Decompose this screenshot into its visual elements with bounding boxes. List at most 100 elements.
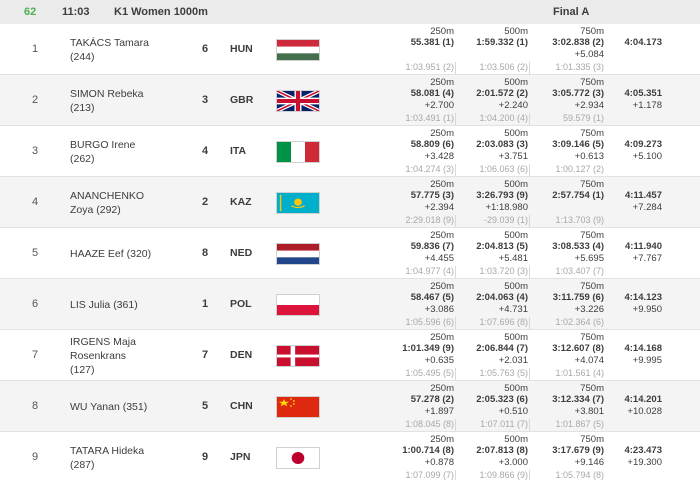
split-divider	[455, 164, 456, 176]
split-diff: +4.731	[498, 304, 528, 315]
lane-number: 5	[202, 400, 209, 412]
split-diff	[378, 49, 454, 61]
athlete-name-line: IRGENS Maja	[70, 335, 136, 348]
split-segment-time: 1:06.063 (6)	[479, 164, 528, 174]
split-500m: 500m 2:03.083 (3) +3.751 1:06.063 (6)	[452, 128, 528, 175]
rank: 6	[32, 298, 39, 310]
split-250m: 250m 59.836 (7) +4.455 1:04.977 (4)	[378, 230, 454, 277]
split-750m: 750m 3:09.146 (5) +0.613 1:00.127 (2)	[528, 128, 604, 175]
split-750m: 750m 3:17.679 (9) +9.146 1:05.794 (8)	[528, 434, 604, 480]
result-row[interactable]: 7 IRGENS Maja Rosenkrans (127) 7 DEN 250m 1:01.…	[0, 330, 700, 381]
lane-number: 7	[202, 349, 209, 361]
country-code: KAZ	[230, 196, 252, 208]
race-phase: Final A	[553, 6, 590, 18]
result-row[interactable]: 5 HAAZE Eef (320) 8 NED 250m 59.836 (7) +4.455…	[0, 228, 700, 279]
final-time: 4:04.173	[624, 37, 662, 48]
athlete-name[interactable]: TAKÁCS Tamara (244)	[70, 24, 190, 75]
split-750m: 750m 3:12.334 (7) +3.801 1:01.867 (5)	[528, 383, 604, 430]
result-row[interactable]: 8 WU Yanan (351) 5 CHN 250m 57.278 (2) +1.897 1…	[0, 381, 700, 432]
athlete-name-line: ANANCHENKO	[70, 189, 145, 202]
result-row[interactable]: 9 TATARA Hideka (287) 9 JPN 250m 1:00.714 (8) +…	[0, 432, 700, 480]
split-divider	[455, 368, 456, 380]
split-divider	[455, 113, 456, 125]
athlete-name-line: BURGO Irene	[70, 138, 136, 151]
athlete-name[interactable]: HAAZE Eef (320)	[70, 228, 190, 279]
split-distance: 250m	[430, 281, 454, 292]
split-time: 58.467 (5)	[410, 292, 454, 303]
athlete-name-line: HAAZE Eef (320)	[70, 247, 152, 260]
final-diff: +1.178	[632, 100, 662, 111]
split-500m: 500m 2:04.813 (5) +5.481 1:03.720 (3)	[452, 230, 528, 277]
result-row[interactable]: 2 SIMON Rebeka (213) 3 GBR 250m 58.081 (4) +2.7…	[0, 75, 700, 126]
final-time: 4:09.273	[624, 139, 662, 150]
final-diff: +9.995	[632, 355, 662, 366]
athlete-name[interactable]: TATARA Hideka (287)	[70, 432, 190, 480]
split-divider	[529, 62, 530, 74]
split-segment-time: 1:03.951 (2)	[405, 62, 454, 72]
result-row[interactable]: 1 TAKÁCS Tamara (244) 6 HUN 250m 55.381 (1) 1:0…	[0, 24, 700, 75]
split-distance: 250m	[430, 383, 454, 394]
split-500m: 500m 2:05.323 (6) +0.510 1:07.011 (7)	[452, 383, 528, 430]
rank: 9	[32, 451, 39, 463]
split-distance: 750m	[580, 230, 604, 241]
athlete-name[interactable]: ANANCHENKO Zoya (292)	[70, 177, 190, 228]
split-time: 3:26.793 (9)	[476, 190, 528, 201]
split-segment-time: 1:05.596 (6)	[405, 317, 454, 327]
race-header: 62 11:03 K1 Women 1000m Final A	[0, 0, 700, 24]
split-distance: 250m	[430, 26, 454, 37]
race-number: 62	[24, 6, 37, 18]
split-distance: 500m	[504, 383, 528, 394]
split-divider	[529, 317, 530, 329]
athlete-name[interactable]: BURGO Irene (262)	[70, 126, 190, 177]
lane-number: 1	[202, 298, 209, 310]
split-diff	[452, 49, 528, 61]
split-diff: +3.751	[498, 151, 528, 162]
split-segment-time: 1:13.703 (9)	[555, 215, 604, 225]
split-distance: 500m	[504, 332, 528, 343]
split-250m: 250m 55.381 (1) 1:03.951 (2)	[378, 26, 454, 73]
split-diff: +5.084	[574, 49, 604, 60]
split-diff: +4.074	[574, 355, 604, 366]
lane-number: 3	[202, 94, 209, 106]
athlete-name-line: TATARA Hideka	[70, 444, 145, 457]
split-time: 3:17.679 (9)	[552, 445, 604, 456]
split-750m: 750m 3:08.533 (4) +5.695 1:03.407 (7)	[528, 230, 604, 277]
split-distance: 500m	[504, 281, 528, 292]
split-250m: 250m 57.775 (3) +2.394 2:29.018 (9)	[378, 179, 454, 226]
country-code: NED	[230, 247, 253, 259]
result-row[interactable]: 6 LIS Julia (361) 1 POL 250m 58.467 (5) +3.086…	[0, 279, 700, 330]
athlete-name[interactable]: WU Yanan (351)	[70, 381, 190, 432]
split-diff	[528, 202, 604, 214]
split-250m: 250m 58.809 (6) +3.428 1:04.274 (3)	[378, 128, 454, 175]
final-time: 4:11.940	[625, 241, 662, 252]
split-diff: +4.455	[424, 253, 454, 264]
split-500m: 500m 2:04.063 (4) +4.731 1:07.696 (8)	[452, 281, 528, 328]
athlete-name[interactable]: LIS Julia (361)	[70, 279, 190, 330]
split-time: 55.381 (1)	[410, 37, 454, 48]
split-time: 2:06.844 (7)	[476, 343, 528, 354]
athlete-name[interactable]: SIMON Rebeka (213)	[70, 75, 190, 126]
final-result: 4:14.168 +9.995	[606, 343, 662, 367]
final-result: 4:11.940 +7.767	[606, 241, 662, 265]
athlete-name-line: TAKÁCS Tamara	[70, 36, 149, 49]
split-diff: +2.394	[424, 202, 454, 213]
kaz-flag-icon	[276, 192, 320, 214]
result-row[interactable]: 4 ANANCHENKO Zoya (292) 2 KAZ 250m 57.775 (3) +…	[0, 177, 700, 228]
split-time: 1:00.714 (8)	[402, 445, 454, 456]
split-250m: 250m 58.467 (5) +3.086 1:05.596 (6)	[378, 281, 454, 328]
split-distance: 750m	[580, 332, 604, 343]
split-500m: 500m 1:59.332 (1) 1:03.506 (2)	[452, 26, 528, 73]
split-time: 59.836 (7)	[410, 241, 454, 252]
result-row[interactable]: 3 BURGO Irene (262) 4 ITA 250m 58.809 (6) +3.42…	[0, 126, 700, 177]
split-500m: 500m 2:06.844 (7) +2.031 1:05.763 (5)	[452, 332, 528, 379]
split-distance: 750m	[580, 128, 604, 139]
split-500m: 500m 2:01.572 (2) +2.240 1:04.200 (4)	[452, 77, 528, 124]
split-divider	[455, 470, 456, 480]
split-segment-time: 1:07.099 (7)	[405, 470, 454, 480]
split-segment-time: 1:03.506 (2)	[479, 62, 528, 72]
split-diff: +3.801	[574, 406, 604, 417]
split-divider	[529, 419, 530, 431]
split-diff: +3.000	[498, 457, 528, 468]
split-time: 3:08.533 (4)	[552, 241, 604, 252]
athlete-name[interactable]: IRGENS Maja Rosenkrans (127)	[70, 330, 190, 381]
